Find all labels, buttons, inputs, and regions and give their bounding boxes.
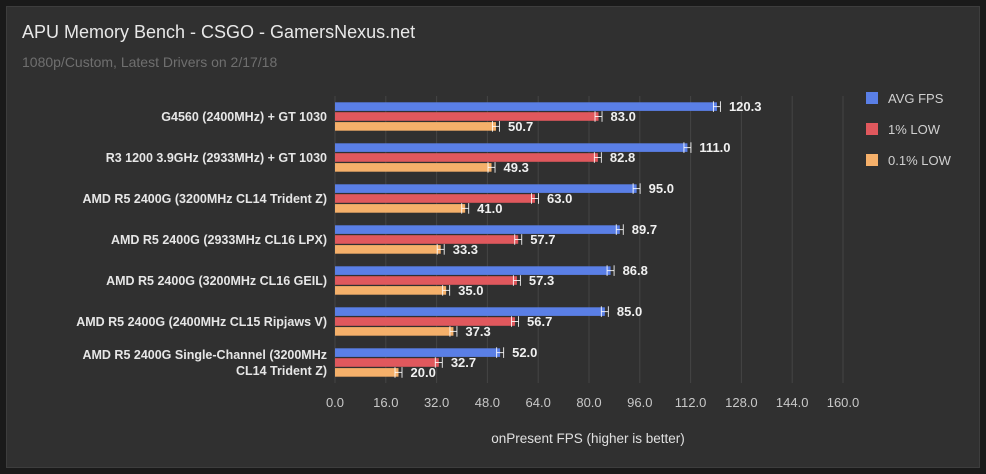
x-tick-label: 64.0 bbox=[526, 395, 551, 410]
bar bbox=[335, 266, 611, 275]
x-tick-label: 0.0 bbox=[326, 395, 344, 410]
x-tick-label: 16.0 bbox=[373, 395, 398, 410]
x-tick-label: 80.0 bbox=[576, 395, 601, 410]
data-label: 41.0 bbox=[477, 201, 502, 216]
data-label: 83.0 bbox=[611, 109, 636, 124]
data-label: 82.8 bbox=[610, 150, 635, 165]
chart-subtitle: 1080p/Custom, Latest Drivers on 2/17/18 bbox=[22, 54, 278, 70]
x-axis-ticks: 0.0 16.0 32.0 48.0 64.0 80.0 96.0 112.0 128.0 144… bbox=[326, 395, 859, 410]
legend-label: AVG FPS bbox=[888, 91, 944, 106]
data-label: 32.7 bbox=[451, 355, 476, 370]
x-tick-label: 144.0 bbox=[776, 395, 809, 410]
data-label: 86.8 bbox=[623, 263, 648, 278]
legend-swatch bbox=[866, 123, 878, 135]
category-label: G4560 (2400MHz) + GT 1030 bbox=[161, 110, 327, 124]
data-label: 57.7 bbox=[530, 232, 555, 247]
bar bbox=[335, 204, 466, 213]
x-tick-label: 128.0 bbox=[725, 395, 758, 410]
bar bbox=[335, 184, 637, 193]
data-label: 52.0 bbox=[512, 345, 537, 360]
legend-label: 0.1% LOW bbox=[888, 153, 952, 168]
bar bbox=[335, 317, 516, 326]
category-label: AMD R5 2400G (2933MHz CL16 LPX) bbox=[111, 233, 327, 247]
category-label: AMD R5 2400G (3200MHz CL14 Trident Z) bbox=[82, 192, 327, 206]
data-label: 57.3 bbox=[529, 273, 554, 288]
legend-swatch bbox=[866, 92, 878, 104]
legend-label: 1% LOW bbox=[888, 122, 941, 137]
bar bbox=[335, 276, 517, 285]
x-axis-label: onPresent FPS (higher is better) bbox=[491, 431, 685, 446]
category-label: AMD R5 2400G (2400MHz CL15 Ripjaws V) bbox=[76, 315, 327, 329]
data-label: 20.0 bbox=[411, 365, 436, 380]
bar bbox=[335, 153, 598, 162]
data-label: 49.3 bbox=[504, 160, 529, 175]
category-label: AMD R5 2400G Single-Channel (3200MHz bbox=[82, 348, 327, 362]
legend-swatch bbox=[866, 154, 878, 166]
legend: AVG FPS 1% LOW 0.1% LOW bbox=[866, 91, 952, 168]
bar bbox=[335, 163, 492, 172]
data-label: 63.0 bbox=[547, 191, 572, 206]
bar bbox=[335, 358, 439, 367]
bar bbox=[335, 143, 688, 152]
bar bbox=[335, 122, 496, 131]
x-tick-label: 48.0 bbox=[475, 395, 500, 410]
category-label: CL14 Trident Z) bbox=[236, 364, 327, 378]
data-label: 33.3 bbox=[453, 242, 478, 257]
data-label: 120.3 bbox=[729, 99, 762, 114]
x-tick-label: 32.0 bbox=[424, 395, 449, 410]
bar bbox=[335, 102, 717, 111]
x-tick-label: 112.0 bbox=[675, 395, 707, 410]
x-tick-label: 96.0 bbox=[627, 395, 652, 410]
bar bbox=[335, 225, 620, 234]
category-label: R3 1200 3.9GHz (2933MHz) + GT 1030 bbox=[106, 151, 327, 165]
data-label: 50.7 bbox=[508, 119, 533, 134]
bar bbox=[335, 348, 501, 357]
bar bbox=[335, 286, 447, 295]
data-label: 89.7 bbox=[632, 222, 657, 237]
x-tick-label: 160.0 bbox=[827, 395, 860, 410]
bar bbox=[335, 112, 599, 121]
bar bbox=[335, 327, 454, 336]
bar bbox=[335, 368, 399, 377]
data-label: 111.0 bbox=[699, 140, 730, 155]
data-label: 56.7 bbox=[527, 314, 552, 329]
chart-title: APU Memory Bench - CSGO - GamersNexus.ne… bbox=[22, 22, 416, 42]
data-label: 37.3 bbox=[465, 324, 490, 339]
data-label: 95.0 bbox=[649, 181, 674, 196]
data-label: 85.0 bbox=[617, 304, 642, 319]
data-label: 35.0 bbox=[458, 283, 483, 298]
bar bbox=[335, 235, 519, 244]
category-labels: G4560 (2400MHz) + GT 1030 R3 1200 3.9GHz … bbox=[76, 110, 327, 378]
bar bbox=[335, 194, 536, 203]
bar bbox=[335, 307, 605, 316]
bar bbox=[335, 245, 441, 254]
bars: 120.3 83.0 50.7 111.0 82.8 49.3 95.0 63.0 41.0 89… bbox=[335, 99, 761, 380]
category-label: AMD R5 2400G (3200MHz CL16 GEIL) bbox=[106, 274, 327, 288]
